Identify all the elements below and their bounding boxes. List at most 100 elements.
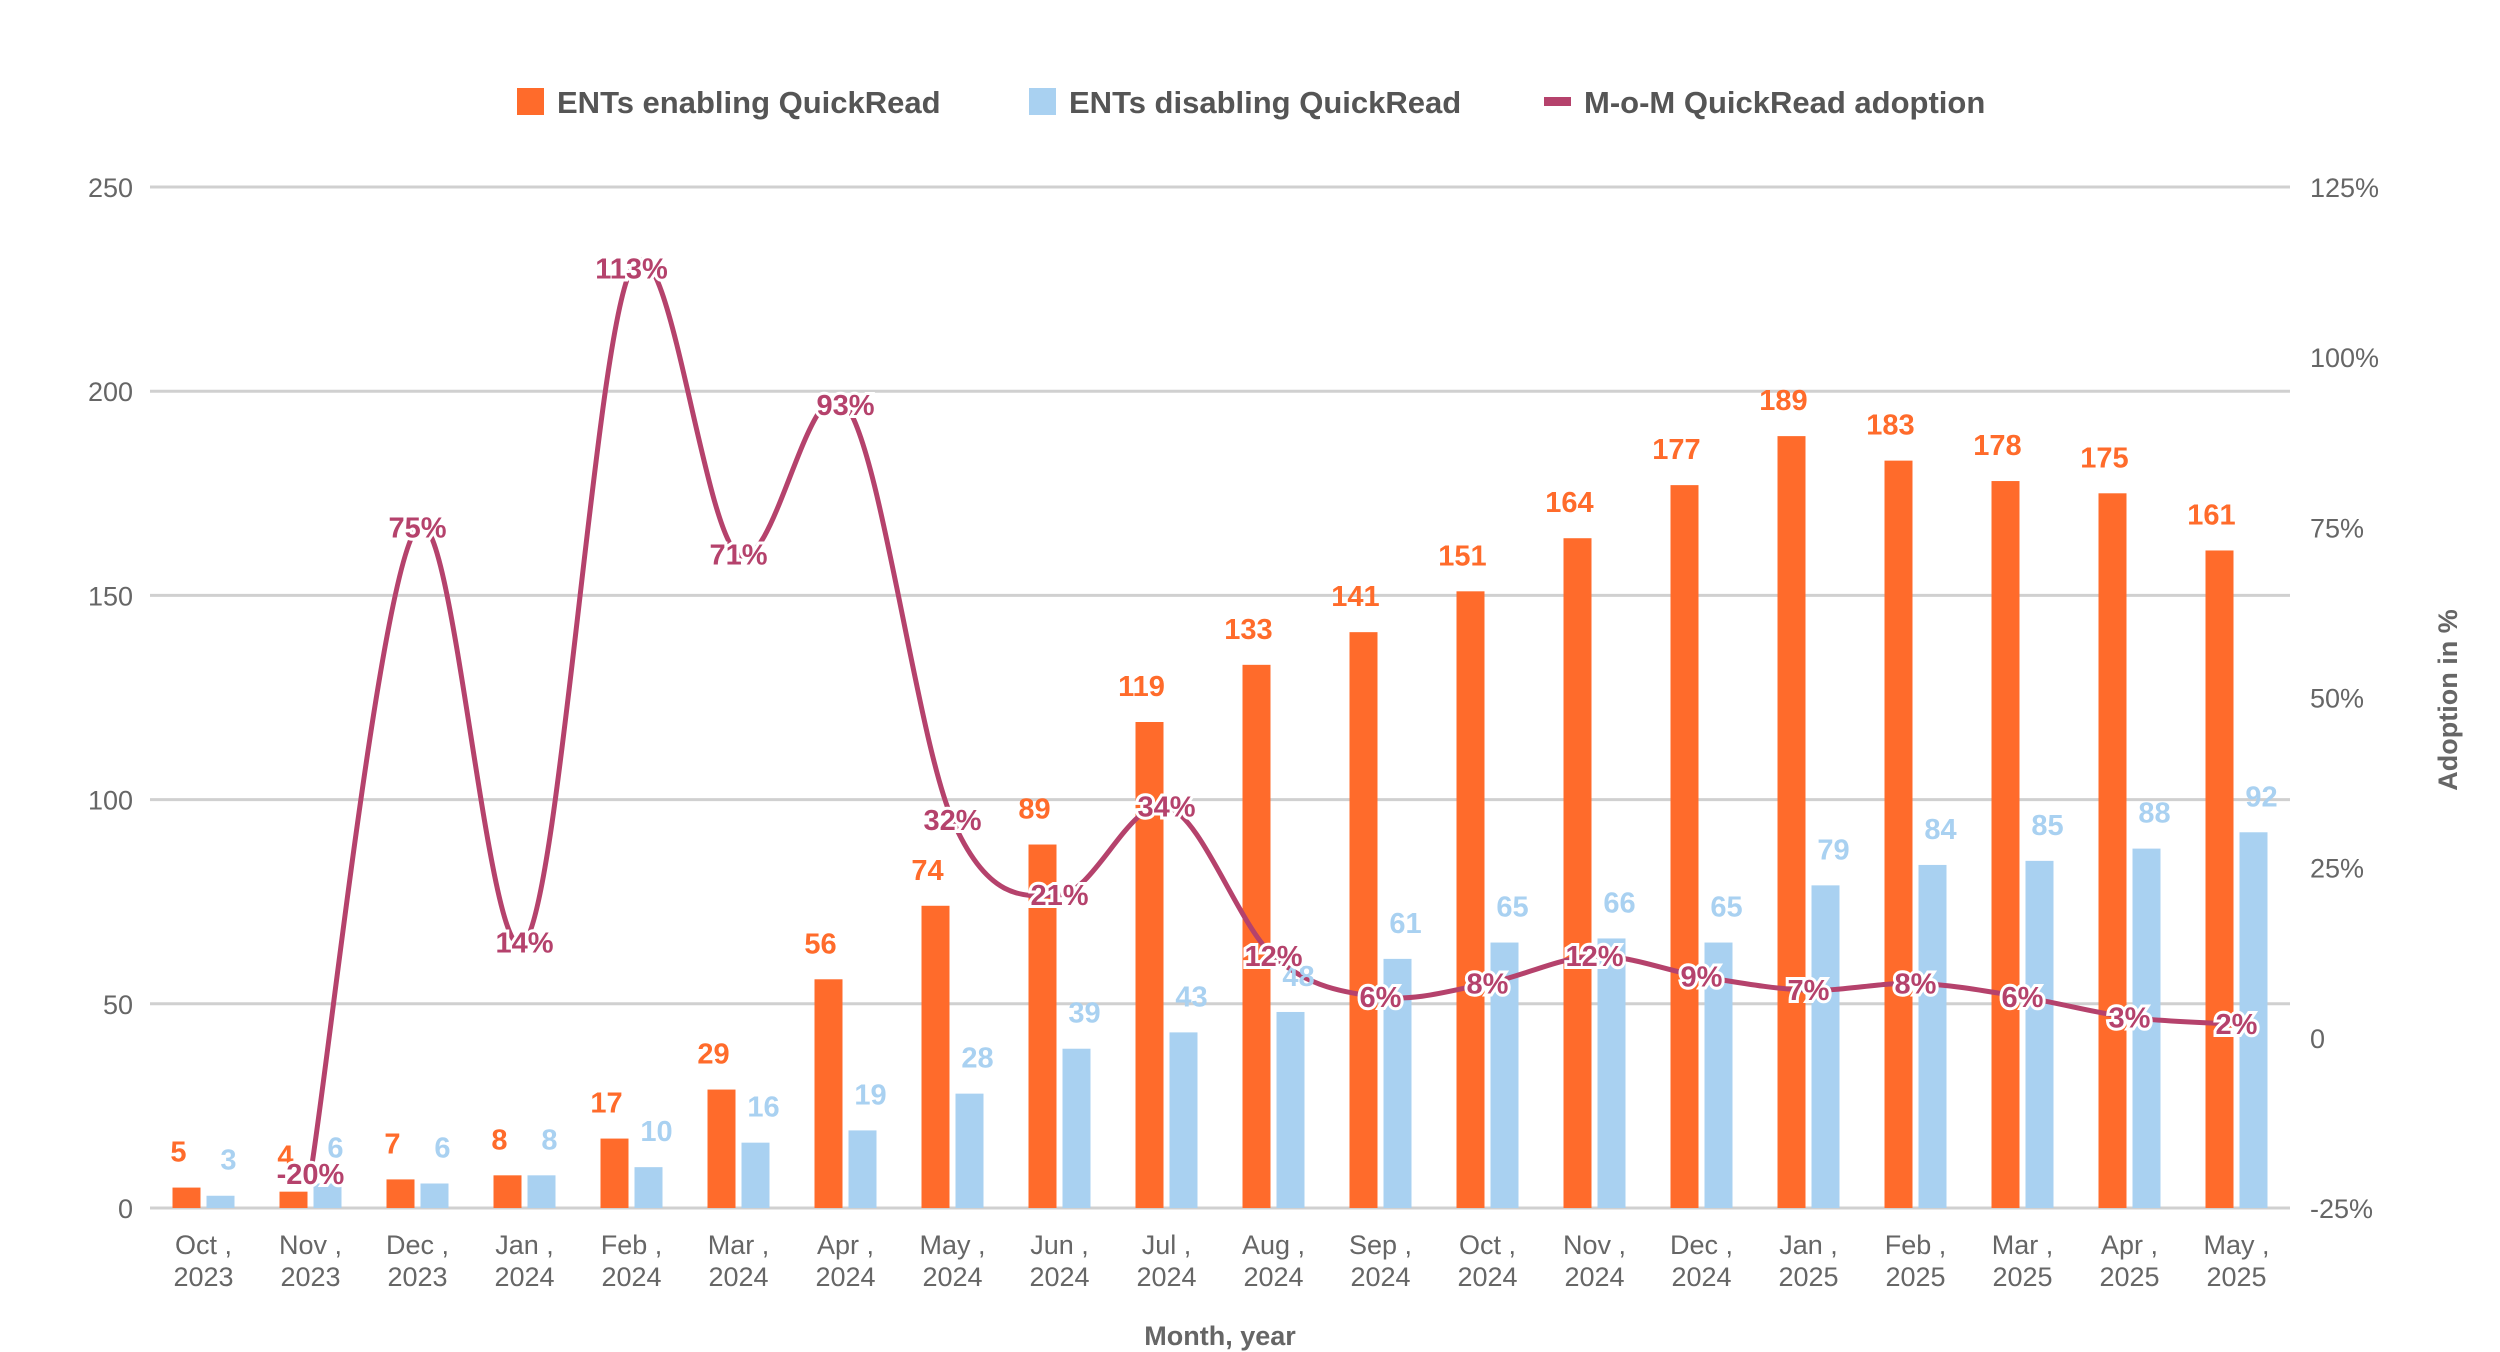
bar-disabling xyxy=(1062,1048,1091,1208)
bar-disabling xyxy=(420,1183,449,1208)
x-tick-label-line: May , xyxy=(2203,1230,2269,1260)
data-label-adoption: 6% xyxy=(1360,982,1402,1014)
bar-disabling xyxy=(1276,1011,1305,1208)
data-label-disabling: 66 xyxy=(1603,887,1635,919)
bar-disabling xyxy=(313,1183,342,1208)
x-tick-label-line: 2024 xyxy=(1243,1262,1303,1292)
data-label-adoption: 2% xyxy=(2216,1009,2258,1041)
x-tick-label: Jun , 2024 xyxy=(1029,1230,1089,1292)
bar-disabling xyxy=(527,1175,556,1208)
legend-swatch xyxy=(517,88,544,115)
data-label-enabling: 151 xyxy=(1438,540,1486,572)
legend-swatch xyxy=(1029,88,1056,115)
bar-disabling xyxy=(1704,942,1733,1208)
x-tick-label: Nov , 2023 xyxy=(279,1230,342,1292)
grid-lines xyxy=(150,185,2290,1210)
y-tick-label: 0 xyxy=(118,1194,133,1224)
bar-enabling xyxy=(279,1191,308,1208)
x-tick-label-line: 2025 xyxy=(1885,1262,1945,1292)
data-label-adoption: 14% xyxy=(495,928,553,960)
x-tick-label: Oct , 2023 xyxy=(173,1230,233,1292)
y2-tick-label: 75% xyxy=(2310,513,2364,543)
bar-disabling xyxy=(2025,860,2054,1208)
data-label-enabling: 89 xyxy=(1018,794,1050,826)
data-label-disabling: 6 xyxy=(434,1132,450,1164)
data-label-enabling: 178 xyxy=(1973,430,2021,462)
x-tick-label: Apr , 2024 xyxy=(815,1230,875,1292)
legend-item: ENTs disabling QuickRead xyxy=(1029,85,1461,120)
x-tick-label-line: 2024 xyxy=(1350,1262,1410,1292)
x-tick-label-line: 2024 xyxy=(708,1262,768,1292)
x-tick-label-line: Jun , xyxy=(1030,1230,1089,1260)
bar-disabling xyxy=(955,1093,984,1208)
bar-enabling xyxy=(1135,722,1164,1208)
data-label-enabling: 17 xyxy=(590,1088,622,1120)
data-label-adoption: 113% xyxy=(595,254,668,286)
bar-disabling xyxy=(2132,848,2161,1208)
x-tick-label: Nov , 2024 xyxy=(1563,1230,1626,1292)
data-label-enabling: 4 xyxy=(277,1141,293,1173)
data-label-disabling: 65 xyxy=(1496,892,1528,924)
data-label-enabling: 189 xyxy=(1759,385,1807,417)
bar-disabling xyxy=(1169,1032,1198,1208)
data-label-adoption: 9% xyxy=(1681,962,1723,994)
data-label-enabling: 56 xyxy=(804,928,836,960)
bar-enabling xyxy=(1777,436,1806,1208)
bar-enabling xyxy=(707,1089,736,1208)
bar-disabling xyxy=(2239,832,2268,1208)
x-tick-label-line: 2024 xyxy=(1671,1262,1731,1292)
x-tick-label: Feb , 2025 xyxy=(1885,1230,1947,1292)
x-tick-label-line: 2025 xyxy=(1778,1262,1838,1292)
data-label-disabling: 85 xyxy=(2031,810,2063,842)
data-label-disabling: 48 xyxy=(1282,961,1314,993)
bar-enabling xyxy=(600,1138,629,1208)
x-tick-label-line: 2024 xyxy=(1029,1262,1089,1292)
bars xyxy=(172,436,2268,1209)
x-tick-label: Sep , 2024 xyxy=(1349,1230,1412,1292)
x-tick-label-line: Jan , xyxy=(495,1230,554,1260)
x-tick-label-line: Nov , xyxy=(279,1230,342,1260)
bar-enabling xyxy=(1884,460,1913,1208)
y2-tick-label: 0 xyxy=(2310,1024,2325,1054)
x-tick-label: Apr , 2025 xyxy=(2099,1230,2159,1292)
data-label-adoption: 75% xyxy=(388,512,446,544)
data-label-enabling: 161 xyxy=(2187,499,2235,531)
x-tick-label-line: 2024 xyxy=(1457,1262,1517,1292)
y-tick-label: 200 xyxy=(88,377,133,407)
data-label-disabling: 3 xyxy=(220,1145,236,1177)
y2-axis-title: Adoption in % xyxy=(2433,609,2463,790)
y-tick-label: 250 xyxy=(88,173,133,203)
bar-enabling xyxy=(493,1175,522,1208)
legend-item: ENTs enabling QuickRead xyxy=(517,85,941,120)
adoption-line-group xyxy=(308,257,2239,1177)
bar-disabling xyxy=(1597,938,1626,1208)
x-tick-label-line: Dec , xyxy=(386,1230,449,1260)
data-label-disabling: 16 xyxy=(747,1092,779,1124)
data-label-disabling: 39 xyxy=(1068,998,1100,1030)
bar-enabling xyxy=(1028,844,1057,1208)
data-label-enabling: 133 xyxy=(1224,614,1272,646)
bar-disabling xyxy=(1811,885,1840,1208)
data-label-adoption: 8% xyxy=(1895,968,1937,1000)
x-tick-label-line: Aug , xyxy=(1242,1230,1305,1260)
y2-tick-label: 25% xyxy=(2310,854,2364,884)
data-label-adoption: 34% xyxy=(1137,791,1195,823)
data-label-adoption: 3% xyxy=(2109,1002,2151,1034)
data-label-disabling: 88 xyxy=(2138,798,2170,830)
x-tick-label-line: May , xyxy=(919,1230,985,1260)
data-labels: 5 4 7 8 17 29 56 74 89 119 133 141 151 164 177 189 183 17… xyxy=(170,251,2277,1194)
data-label-adoption: 71% xyxy=(709,540,767,572)
x-tick-label: Aug , 2024 xyxy=(1242,1230,1305,1292)
x-tick-label-line: Mar , xyxy=(1992,1230,2054,1260)
x-tick-label-line: Apr , xyxy=(2101,1230,2158,1260)
bar-enabling xyxy=(1563,538,1592,1208)
x-tick-label-line: Oct , xyxy=(1459,1230,1516,1260)
data-label-enabling: 177 xyxy=(1652,434,1700,466)
x-tick-label-line: Jan , xyxy=(1779,1230,1838,1260)
x-tick-label-line: Feb , xyxy=(1885,1230,1947,1260)
bar-enabling xyxy=(2205,550,2234,1208)
x-tick-label: Mar , 2024 xyxy=(708,1230,770,1292)
legend-swatch xyxy=(1544,97,1571,106)
y2-tick-label: 125% xyxy=(2310,173,2379,203)
data-label-adoption: 12% xyxy=(1565,941,1623,973)
